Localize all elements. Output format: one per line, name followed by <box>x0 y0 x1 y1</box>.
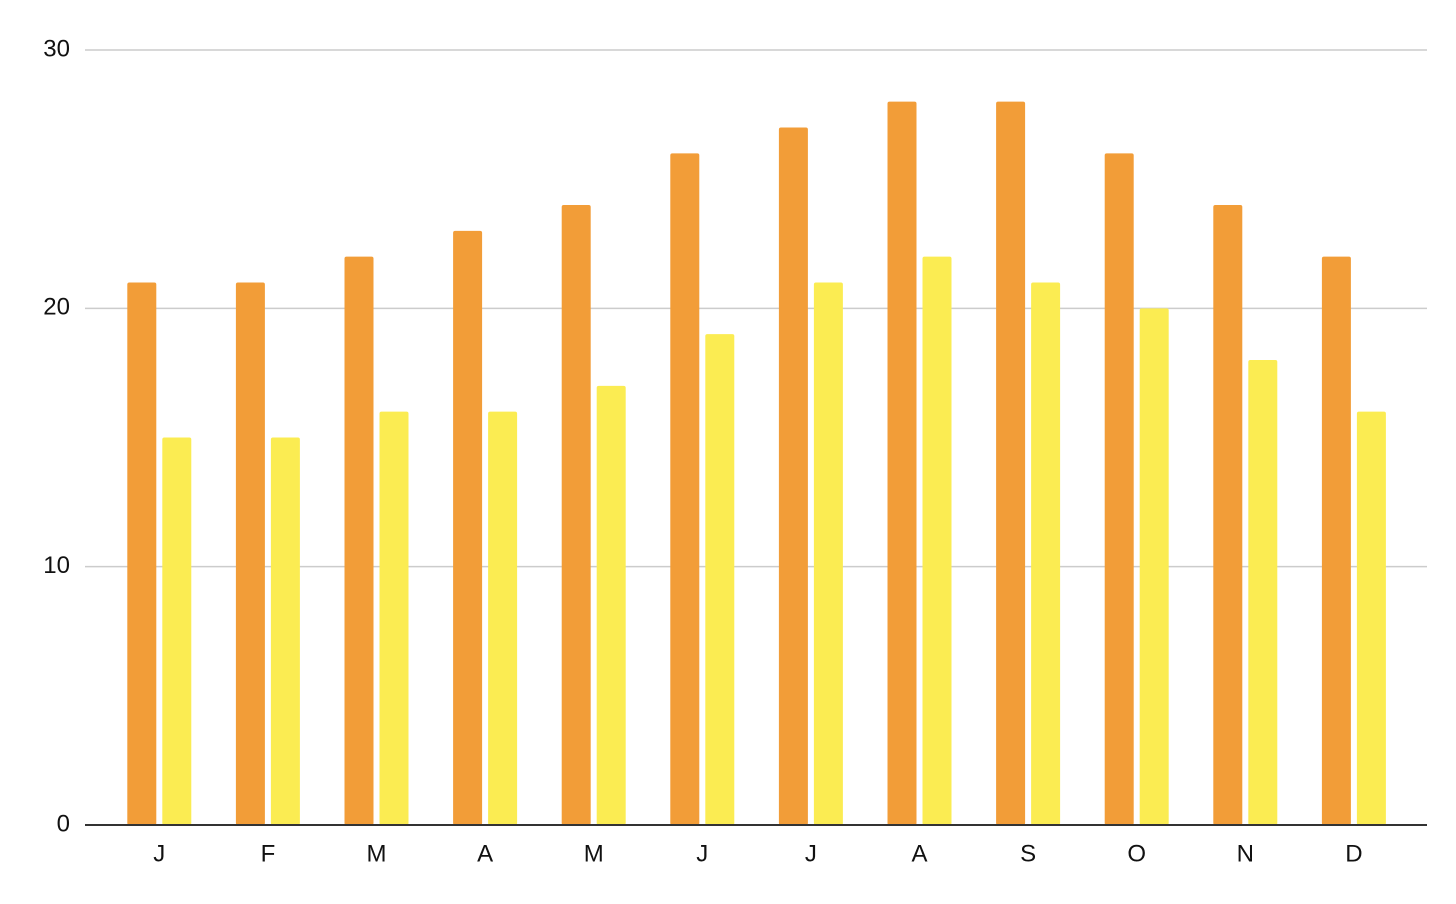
bar <box>1104 153 1134 826</box>
y-tick-label: 20 <box>43 294 70 321</box>
x-tick-label: F <box>261 840 276 867</box>
x-tick-label: O <box>1127 840 1146 867</box>
bar <box>1031 282 1061 825</box>
bar <box>1139 308 1169 825</box>
y-tick-label: 10 <box>43 552 70 579</box>
bar <box>1356 411 1386 825</box>
bar <box>996 101 1026 825</box>
bar <box>813 282 843 825</box>
y-tick-label: 30 <box>43 35 70 62</box>
x-tick-label: M <box>584 840 604 867</box>
bar <box>887 101 917 825</box>
bar <box>778 127 808 825</box>
bar <box>344 256 374 826</box>
bar <box>561 205 591 825</box>
x-tick-label: N <box>1237 840 1254 867</box>
x-tick-label: J <box>805 840 817 867</box>
x-tick-label: A <box>911 840 927 867</box>
x-tick-label: A <box>477 840 493 867</box>
bar <box>488 411 518 825</box>
x-tick-label: D <box>1345 840 1362 867</box>
bar <box>922 256 952 826</box>
bar <box>379 411 409 825</box>
bar <box>235 282 265 825</box>
bar <box>162 437 192 825</box>
bar <box>670 153 700 826</box>
x-tick-label: M <box>367 840 387 867</box>
bar <box>1321 256 1351 826</box>
bar <box>705 334 735 825</box>
bar <box>127 282 157 825</box>
x-tick-label: J <box>153 840 165 867</box>
bar <box>270 437 300 825</box>
bar <box>596 385 626 825</box>
x-tick-label: J <box>696 840 708 867</box>
y-tick-label: 0 <box>57 810 70 837</box>
bar <box>453 230 483 826</box>
bar <box>1248 360 1278 825</box>
x-tick-label: S <box>1020 840 1036 867</box>
bar <box>1213 205 1243 825</box>
